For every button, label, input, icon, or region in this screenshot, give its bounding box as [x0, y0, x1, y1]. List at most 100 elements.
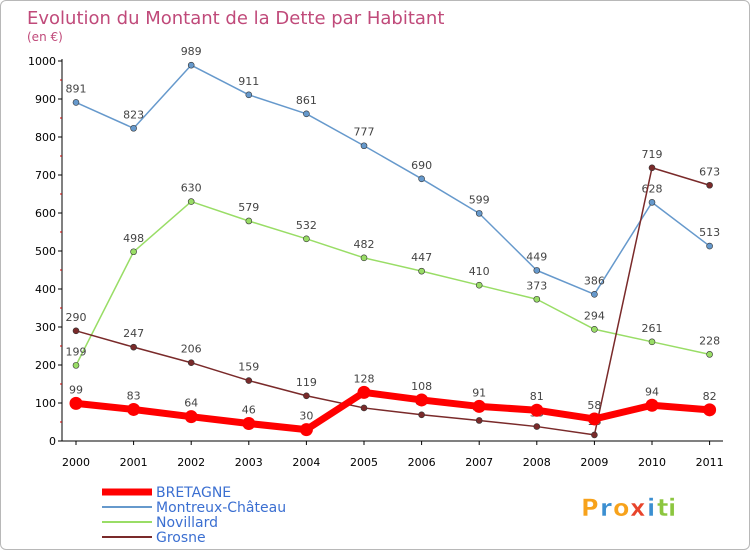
- data-point: [187, 198, 195, 205]
- data-point: [303, 392, 310, 400]
- data-point: [645, 398, 659, 412]
- data-label: 823: [123, 108, 144, 121]
- data-point: [187, 359, 195, 367]
- data-label: 673: [699, 165, 720, 178]
- data-label: 128: [354, 372, 375, 385]
- data-point: [72, 362, 80, 369]
- legend-item: Novillard: [102, 515, 218, 531]
- data-label: 513: [699, 226, 720, 239]
- logo-letter: x: [630, 494, 646, 522]
- data-point: [303, 235, 310, 243]
- x-tick-label: 2005: [350, 456, 378, 469]
- legend-label: Grosne: [156, 530, 206, 546]
- y-tick-label: 900: [35, 93, 56, 106]
- data-point: [591, 325, 598, 333]
- series-line: [75, 200, 711, 367]
- data-point: [360, 254, 368, 262]
- x-tick-label: 2011: [696, 456, 724, 469]
- data-point: [72, 99, 80, 106]
- data-point: [418, 175, 425, 183]
- x-tick-label: 2010: [638, 456, 666, 469]
- series-line: [75, 167, 711, 436]
- y-tick-label: 200: [35, 359, 56, 372]
- data-label: 410: [469, 265, 490, 278]
- data-label: 447: [411, 251, 432, 264]
- legend-label: Novillard: [156, 515, 218, 531]
- chart-subtitle: (en €): [27, 30, 63, 44]
- data-point: [187, 61, 195, 69]
- y-tick-label: 600: [35, 207, 56, 220]
- y-tick-label: 1000: [28, 55, 56, 68]
- data-label: 628: [642, 182, 663, 195]
- data-point: [130, 124, 137, 132]
- legend-label: BRETAGNE: [156, 485, 231, 501]
- data-point: [415, 393, 429, 407]
- data-label: 82: [703, 390, 717, 403]
- data-label: 91: [472, 386, 486, 399]
- data-point: [706, 181, 713, 189]
- x-tick-label: 2006: [408, 456, 436, 469]
- data-point: [184, 410, 198, 424]
- data-point: [242, 417, 256, 431]
- data-point: [303, 110, 310, 118]
- x-tick-label: 2007: [465, 456, 493, 469]
- data-point: [130, 343, 137, 351]
- legend-item: BRETAGNE: [102, 485, 231, 501]
- data-label: 159: [238, 361, 259, 374]
- data-label: 99: [69, 383, 83, 396]
- y-tick-label: 100: [35, 397, 56, 410]
- legend-label: Montreux-Château: [156, 500, 286, 516]
- data-label: 989: [181, 45, 202, 58]
- y-tick-label: 800: [35, 131, 56, 144]
- data-label: 81: [530, 390, 544, 403]
- data-label: 58: [587, 399, 601, 412]
- x-tick-label: 2002: [177, 456, 205, 469]
- y-tick-label: 300: [35, 321, 56, 334]
- data-point: [130, 248, 137, 256]
- series-line: [75, 64, 711, 296]
- data-point: [127, 402, 141, 416]
- data-point: [245, 377, 253, 384]
- data-point: [360, 142, 368, 150]
- data-label: 261: [642, 322, 663, 335]
- data-point: [587, 412, 601, 426]
- series-bretagne: 99 83 64 46 30 128 108 91 81 58 94 82: [69, 372, 717, 437]
- data-point: [533, 423, 541, 430]
- data-point: [475, 281, 483, 289]
- logo-letter: i: [647, 494, 655, 522]
- y-tick-label: 700: [35, 169, 56, 182]
- data-point: [357, 385, 371, 399]
- data-point: [648, 164, 656, 172]
- x-tick-label: 2004: [292, 456, 320, 469]
- data-label: 119: [296, 376, 317, 389]
- data-label: 83: [127, 389, 141, 402]
- y-tick-label: 0: [49, 435, 56, 448]
- data-label: 294: [584, 309, 605, 322]
- logo-letter: t: [657, 494, 668, 522]
- data-point: [360, 404, 368, 412]
- series-layer: 891 823 989 911 861 777 690 599 449 386 628 513 199 4…: [66, 45, 720, 439]
- data-label: 206: [181, 343, 202, 356]
- x-tick-label: 2000: [62, 456, 90, 469]
- logo-letter: i: [668, 494, 676, 522]
- data-label: 290: [66, 311, 87, 324]
- data-label: 449: [526, 250, 547, 263]
- data-label: 579: [238, 201, 259, 214]
- data-label: 891: [66, 82, 87, 95]
- data-point: [706, 351, 713, 358]
- logo-letter: P: [581, 494, 599, 522]
- data-label: 108: [411, 380, 432, 393]
- data-label: 482: [354, 238, 375, 251]
- x-tick-label: 2001: [120, 456, 148, 469]
- logo-letter: o: [613, 494, 630, 522]
- data-point: [245, 217, 253, 225]
- data-point: [648, 338, 656, 346]
- data-label: 94: [645, 385, 659, 398]
- x-tick-label: 2008: [523, 456, 551, 469]
- axes: 0 100 200 300 400 500 600 700 800 900 1000 2000 2001…: [28, 55, 724, 469]
- data-label: 386: [584, 274, 605, 287]
- data-point: [245, 91, 253, 99]
